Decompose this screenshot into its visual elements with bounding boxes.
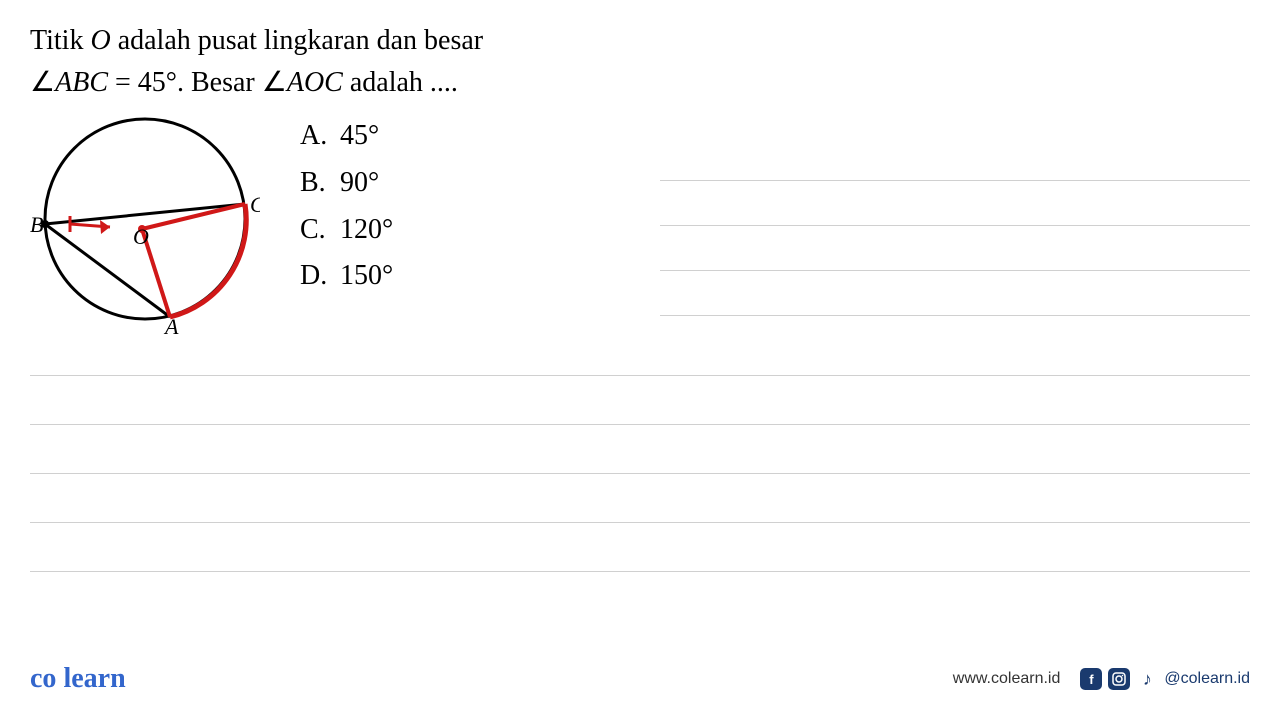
circle-outline bbox=[45, 119, 245, 319]
social-handle: @colearn.id bbox=[1164, 670, 1250, 688]
option-D: D.150° bbox=[300, 254, 393, 299]
hline bbox=[660, 270, 1250, 271]
option-value-C: 120° bbox=[340, 214, 393, 245]
hline bbox=[30, 473, 1250, 474]
text-prefix: Titik bbox=[30, 25, 90, 56]
instagram-icon bbox=[1108, 668, 1130, 690]
arrow-head bbox=[100, 220, 110, 234]
ruled-lines-right bbox=[660, 180, 1250, 360]
line-BC bbox=[45, 204, 245, 224]
option-value-D: 150° bbox=[340, 260, 393, 291]
options-list: A.45° B.90° C.120° D.150° bbox=[300, 114, 393, 301]
hline bbox=[30, 571, 1250, 572]
option-A: A.45° bbox=[300, 114, 393, 159]
logo-learn: learn bbox=[63, 663, 125, 694]
ruled-lines-full bbox=[30, 375, 1250, 620]
label-C: C bbox=[250, 192, 260, 217]
option-letter-C: C. bbox=[300, 208, 340, 253]
question-line-1: Titik O adalah pusat lingkaran dan besar bbox=[30, 20, 1250, 62]
option-letter-A: A. bbox=[300, 114, 340, 159]
question-text: Titik O adalah pusat lingkaran dan besar… bbox=[30, 20, 1250, 104]
hline bbox=[30, 424, 1250, 425]
hline bbox=[660, 225, 1250, 226]
suffix-text: adalah .... bbox=[343, 67, 458, 98]
option-C: C.120° bbox=[300, 208, 393, 253]
eq-text: = 45°. Besar bbox=[108, 67, 262, 98]
aoc: AOC bbox=[287, 67, 343, 98]
circle-diagram: B C A O bbox=[30, 114, 260, 334]
hline bbox=[30, 375, 1250, 376]
abc: ABC bbox=[55, 67, 108, 98]
angle-symbol-2: ∠ bbox=[262, 67, 287, 98]
question-line-2: ∠ABC = 45°. Besar ∠AOC adalah .... bbox=[30, 62, 1250, 104]
option-value-A: 45° bbox=[340, 120, 379, 151]
label-O: O bbox=[133, 224, 149, 249]
footer-right: www.colearn.id f ♪ @colearn.id bbox=[953, 668, 1250, 690]
logo-co: co bbox=[30, 663, 56, 694]
option-value-B: 90° bbox=[340, 167, 379, 198]
hline bbox=[660, 180, 1250, 181]
option-letter-B: B. bbox=[300, 161, 340, 206]
option-letter-D: D. bbox=[300, 254, 340, 299]
line-BA bbox=[45, 224, 170, 317]
label-B: B bbox=[30, 212, 43, 237]
facebook-icon: f bbox=[1080, 668, 1102, 690]
var-O: O bbox=[90, 25, 110, 56]
text-suffix: adalah pusat lingkaran dan besar bbox=[111, 25, 483, 56]
footer: co learn www.colearn.id f ♪ @colearn.id bbox=[0, 663, 1280, 695]
diagram-svg: B C A O bbox=[30, 114, 260, 334]
hline bbox=[660, 315, 1250, 316]
hline bbox=[30, 522, 1250, 523]
social-icons: f ♪ @colearn.id bbox=[1080, 668, 1250, 690]
instagram-svg bbox=[1112, 672, 1126, 686]
angle-symbol-1: ∠ bbox=[30, 67, 55, 98]
option-B: B.90° bbox=[300, 161, 393, 206]
website-url: www.colearn.id bbox=[953, 670, 1061, 688]
logo: co learn bbox=[30, 663, 126, 695]
label-A: A bbox=[163, 314, 179, 334]
tiktok-icon: ♪ bbox=[1136, 668, 1158, 690]
